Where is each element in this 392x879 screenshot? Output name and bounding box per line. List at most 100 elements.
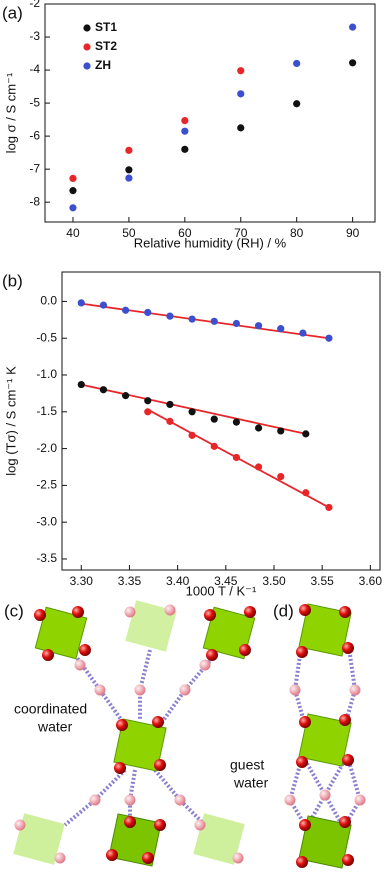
data-point — [77, 380, 85, 389]
panel-label: (b) — [2, 271, 23, 290]
data-point — [69, 174, 77, 182]
water-atom — [54, 852, 66, 864]
water-atom — [194, 819, 206, 831]
legend-marker — [83, 24, 91, 32]
y-tick-label: -8 — [29, 194, 40, 208]
data-point — [188, 408, 196, 416]
y-tick-label: 0.0 — [40, 294, 57, 308]
plot-frame — [61, 271, 381, 571]
oxygen-atom — [342, 754, 354, 766]
water-atom — [354, 794, 366, 806]
oxygen-atom — [296, 756, 308, 768]
y-tick-label: -7 — [29, 161, 40, 175]
annotation: water — [233, 775, 269, 791]
x-tick-label: 40 — [66, 226, 80, 240]
water-atom — [14, 819, 26, 831]
data-point — [77, 299, 85, 307]
water-atom — [349, 684, 361, 696]
data-point — [144, 308, 152, 317]
y-tick-label: -3.0 — [36, 514, 57, 528]
water-atom — [124, 606, 136, 618]
octahedra — [13, 600, 352, 869]
data-point — [69, 204, 77, 212]
y-axis-title: log (Tσ) / S cm⁻¹ K — [3, 366, 18, 476]
legend-label: ZH — [95, 58, 111, 72]
data-point — [237, 67, 245, 75]
x-tick-label: 90 — [346, 226, 360, 240]
oxygen-atom — [296, 856, 308, 868]
octahedron — [125, 600, 177, 652]
oxygen-atom — [124, 816, 136, 828]
data-point — [69, 187, 77, 195]
oxygen-atom — [339, 606, 351, 618]
x-tick-label: 70 — [234, 226, 248, 240]
y-tick-label: -3 — [29, 29, 40, 43]
data-point — [237, 124, 245, 132]
data-point — [166, 312, 174, 320]
x-tick-label: 3.60 — [359, 574, 383, 588]
water-atom — [284, 794, 296, 806]
water-atom — [179, 684, 191, 696]
data-point — [293, 100, 301, 108]
annotation: water — [37, 719, 73, 735]
data-point — [210, 442, 218, 450]
oxygen-atom — [299, 716, 311, 728]
octahedron — [34, 606, 88, 660]
x-tick-label: 3.55 — [311, 574, 335, 588]
oxygen-atom — [296, 646, 308, 658]
panel-label: (d) — [273, 601, 294, 620]
y-axis-title: log σ / S cm⁻¹ — [3, 72, 18, 153]
octahedron — [193, 813, 245, 865]
x-tick-label: 60 — [178, 226, 192, 240]
legend-marker — [83, 43, 91, 51]
legend-marker — [83, 62, 91, 70]
legend-label: ST2 — [95, 39, 117, 53]
bond — [153, 768, 207, 827]
data-point — [277, 472, 285, 481]
data-point — [181, 116, 189, 125]
y-tick-label: -5 — [29, 95, 40, 109]
oxygen-atom — [206, 649, 218, 661]
water-atom — [134, 684, 146, 696]
oxygen-atom — [72, 606, 84, 618]
water-atom — [94, 684, 106, 696]
x-tick-label: 3.40 — [166, 574, 190, 588]
data-point — [125, 146, 133, 154]
data-point — [99, 386, 108, 394]
y-tick-label: -0.5 — [36, 330, 57, 344]
panel-label: (c) — [4, 601, 24, 620]
oxygen-atom — [114, 762, 126, 774]
oxygen-atom — [339, 714, 351, 726]
data-point — [254, 463, 263, 471]
oxygen-atom — [154, 759, 166, 771]
y-tick-label: -2.5 — [36, 478, 57, 492]
data-point — [302, 489, 310, 497]
oxygen-atom — [34, 609, 46, 621]
octahedron — [298, 603, 352, 657]
oxygen-atom — [154, 819, 166, 831]
data-point — [122, 306, 130, 314]
plot-frame — [44, 3, 376, 223]
data-point — [99, 301, 108, 309]
water-atom — [164, 604, 176, 616]
data-point — [181, 145, 189, 153]
data-point — [144, 408, 152, 416]
data-point — [166, 400, 174, 409]
data-point — [232, 319, 241, 328]
water-atom — [124, 794, 136, 806]
y-tick-label: -6 — [29, 128, 40, 142]
data-point — [232, 418, 241, 426]
atoms — [14, 604, 366, 868]
x-tick-label: 3.35 — [118, 574, 142, 588]
annotation: coordinated — [14, 701, 87, 717]
structure-diagrams: (c) (d) coordinated water guest water — [4, 600, 366, 869]
data-point — [302, 430, 310, 438]
fit-line — [81, 302, 330, 340]
data-point — [210, 415, 218, 423]
oxygen-atom — [342, 642, 354, 654]
x-tick-label: 3.45 — [214, 574, 238, 588]
data-point — [188, 315, 196, 323]
data-point — [125, 174, 133, 182]
